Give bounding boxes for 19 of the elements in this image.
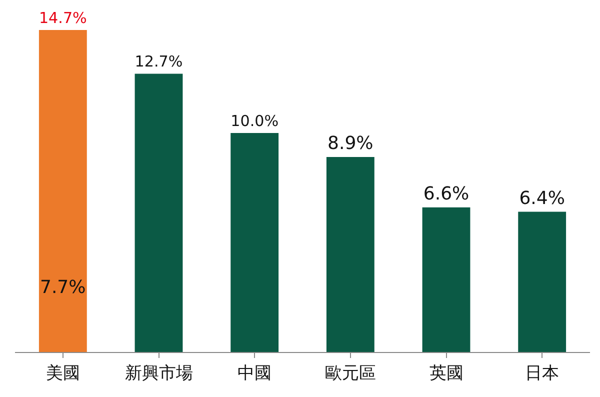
data-label: 6.6%	[423, 183, 470, 204]
bar	[326, 157, 374, 352]
x-tick-label: 美國	[46, 363, 80, 384]
x-tick-label: 新興市場	[124, 363, 193, 384]
annotation: 7.7%	[40, 277, 86, 298]
x-tick-label: 英國	[429, 363, 464, 384]
bar	[518, 212, 566, 352]
x-tick-label: 歐元區	[324, 363, 376, 384]
bar	[38, 30, 87, 352]
data-label: 12.7%	[134, 52, 183, 71]
data-label: 8.9%	[328, 133, 374, 154]
x-tick-label: 中國	[238, 363, 272, 384]
data-label: 6.4%	[519, 188, 565, 209]
bar	[230, 132, 279, 352]
bar	[134, 74, 183, 352]
x-tick-label: 日本	[525, 363, 560, 384]
data-label: 10.0%	[230, 112, 279, 130]
data-label: 14.7%	[38, 8, 87, 27]
bar	[422, 207, 470, 352]
